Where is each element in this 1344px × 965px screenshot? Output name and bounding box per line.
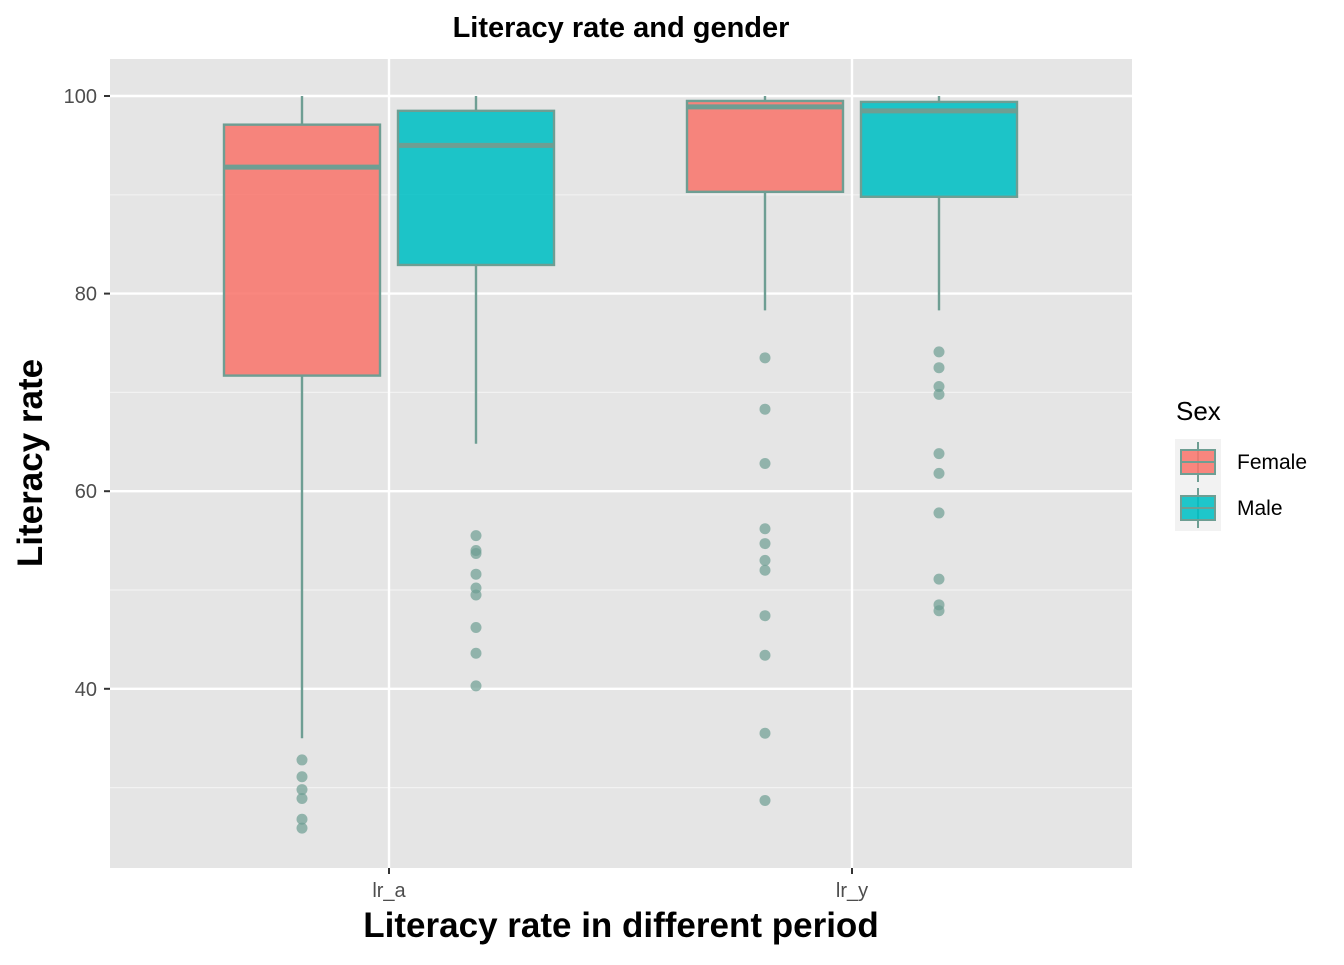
grid-lines	[110, 59, 1132, 868]
iqr-box	[859, 100, 1019, 198]
legend: Sex Female Male	[1175, 396, 1307, 531]
iqr-box	[222, 123, 382, 377]
chart-title: Literacy rate and gender	[453, 12, 790, 44]
outlier-point	[759, 727, 771, 739]
outlier-point	[470, 547, 482, 559]
outlier-point	[933, 388, 945, 400]
outlier-point	[759, 523, 771, 535]
outlier-point	[933, 362, 945, 374]
outlier-point	[759, 403, 771, 415]
outlier-point	[470, 568, 482, 580]
iqr-box	[396, 109, 556, 267]
outlier-point	[933, 380, 945, 392]
outlier-point	[296, 754, 308, 766]
outlier-point	[933, 448, 945, 460]
box-female-lr_a	[222, 96, 382, 834]
legend-label: Female	[1237, 451, 1307, 474]
outlier-point	[470, 647, 482, 659]
outlier-point	[296, 813, 308, 825]
axis-layer: 40 60 80 100 lr_a lr_y	[64, 86, 868, 902]
box-female-lr_y	[685, 96, 845, 806]
box-layer	[222, 96, 1019, 834]
outlier-point	[759, 458, 771, 470]
outlier-point	[759, 352, 771, 364]
outlier-point	[759, 649, 771, 661]
outlier-point	[470, 530, 482, 542]
outlier-point	[759, 794, 771, 806]
box-male-lr_y	[859, 96, 1019, 617]
box-male-lr_a	[396, 96, 556, 692]
outlier-point	[933, 573, 945, 585]
iqr-box	[685, 99, 845, 194]
legend-label: Male	[1237, 497, 1283, 520]
legend-keys: Female Male	[1175, 439, 1307, 531]
legend-title: Sex	[1176, 396, 1221, 426]
outlier-point	[296, 822, 308, 834]
outlier-point	[933, 605, 945, 617]
outlier-point	[759, 564, 771, 576]
outlier-point	[759, 538, 771, 550]
outlier-point	[933, 346, 945, 358]
outlier-point	[759, 610, 771, 622]
y-tick-label: 60	[75, 481, 97, 503]
outlier-point	[296, 784, 308, 796]
outlier-point	[470, 622, 482, 634]
outlier-point	[759, 554, 771, 566]
outlier-point	[470, 680, 482, 692]
outlier-point	[933, 507, 945, 519]
outlier-point	[296, 792, 308, 804]
legend-key-female: Female	[1175, 439, 1307, 485]
x-tick-label: lr_y	[836, 880, 868, 902]
outlier-point	[296, 771, 308, 783]
x-tick-label: lr_a	[372, 880, 406, 902]
y-tick-label: 40	[75, 679, 97, 701]
legend-key-male: Male	[1175, 485, 1283, 531]
x-axis-title: Literacy rate in different period	[363, 906, 878, 945]
y-axis-title: Literacy rate	[11, 359, 50, 567]
outlier-point	[933, 467, 945, 479]
y-tick-label: 80	[75, 284, 97, 306]
outlier-point	[470, 589, 482, 601]
y-tick-label: 100	[64, 86, 97, 108]
